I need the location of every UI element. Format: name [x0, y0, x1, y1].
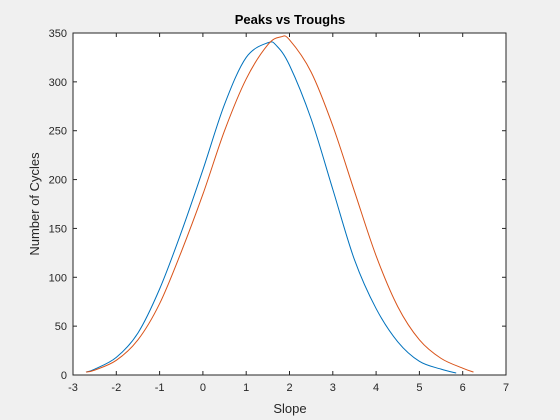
y-axis-label: Number of Cycles [27, 152, 42, 256]
x-tick-label: -2 [111, 382, 121, 394]
x-tick-label: 2 [286, 382, 292, 394]
chart-title: Peaks vs Troughs [235, 12, 346, 27]
y-tick-label: 300 [49, 77, 67, 89]
y-tick-label: 200 [49, 175, 67, 187]
series-line-1 [85, 41, 457, 374]
y-tick-label: 50 [55, 321, 67, 333]
x-tick-label: 3 [330, 382, 336, 394]
y-tick-label: 0 [61, 370, 67, 382]
x-axis-label: Slope [273, 401, 306, 416]
x-tick-label: 5 [416, 382, 422, 394]
series-layer [85, 35, 474, 374]
x-axis: -3 -2 -1 0 1 2 3 4 5 6 7 [68, 33, 509, 394]
x-tick-label: 1 [243, 382, 249, 394]
x-tick-label: 7 [503, 382, 509, 394]
x-tick-label: -3 [68, 382, 78, 394]
x-tick-label: 4 [373, 382, 379, 394]
y-tick-label: 150 [49, 223, 67, 235]
plot-area [73, 33, 506, 375]
y-tick-label: 100 [49, 272, 67, 284]
y-axis: 0 50 100 150 200 250 300 350 [49, 28, 506, 382]
series-line-2 [85, 35, 474, 373]
x-tick-label: 0 [200, 382, 206, 394]
x-tick-label: -1 [155, 382, 165, 394]
x-tick-label: 6 [460, 382, 466, 394]
y-tick-label: 350 [49, 28, 67, 40]
y-tick-label: 250 [49, 126, 67, 138]
